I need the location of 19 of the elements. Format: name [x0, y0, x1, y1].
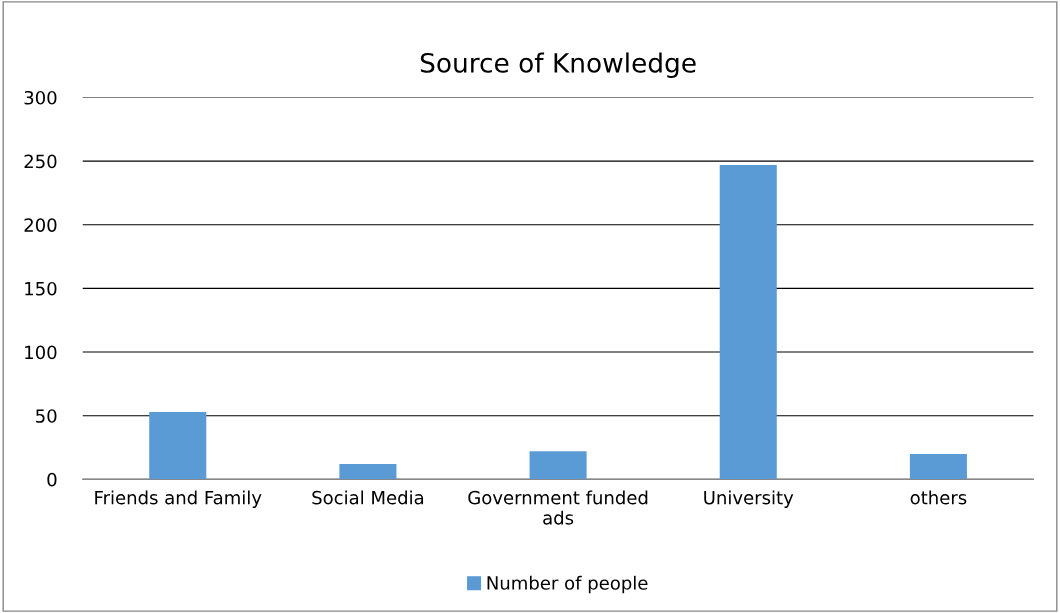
- chart-title: Source of Knowledge: [420, 52, 696, 78]
- x-tick-label: Friends and Family: [95, 490, 262, 508]
- y-tick-label: 50: [36, 409, 57, 423]
- x-tick-label: Government funded ads: [468, 490, 648, 525]
- y-tick-label: 100: [25, 345, 57, 360]
- legend-label: Number of people: [487, 575, 648, 594]
- x-tick-label: others: [910, 490, 967, 505]
- y-tick-label: 200: [24, 218, 57, 232]
- y-tick-label: 150: [25, 281, 57, 296]
- bar: [529, 451, 587, 480]
- bar: [339, 464, 397, 480]
- x-tick-label: University: [704, 490, 794, 508]
- bar: [909, 453, 967, 480]
- bar: [719, 164, 777, 480]
- bar: [149, 411, 207, 480]
- y-tick-label: 300: [24, 90, 57, 105]
- x-tick-label: Social Media: [312, 490, 424, 505]
- y-tick-label: 250: [24, 154, 57, 169]
- y-tick-label: 0: [47, 472, 57, 487]
